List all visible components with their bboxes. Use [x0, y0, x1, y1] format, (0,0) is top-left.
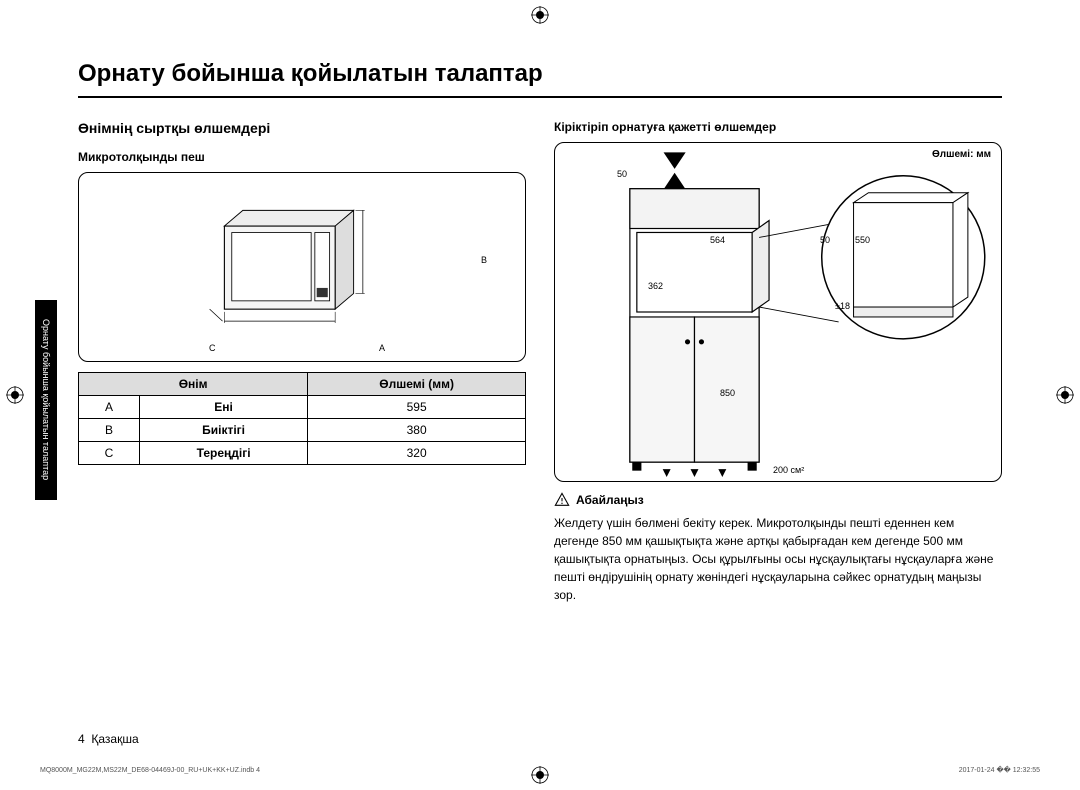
dim-362: 362: [648, 281, 663, 291]
cell-key: B: [79, 419, 140, 442]
cell-label: Биіктігі: [139, 419, 307, 442]
dim-label-C: C: [209, 343, 216, 353]
right-column: Кіріктіріп орнатуға қажетті өлшемдер Өлш…: [554, 120, 1002, 604]
subheading-builtin: Кіріктіріп орнатуға қажетті өлшемдер: [554, 120, 1002, 134]
subheading-microwave: Микротолқынды пеш: [78, 150, 526, 164]
dim-50-niche: 50: [820, 235, 830, 245]
cell-value: 595: [308, 396, 526, 419]
unit-label: Өлшемі: мм: [932, 149, 991, 160]
figure-microwave-dims: B A C: [78, 172, 526, 362]
cell-label: Ені: [139, 396, 307, 419]
registration-mark-bottom: [531, 766, 549, 784]
section-title-dimensions: Өнімнің сыртқы өлшемдері: [78, 120, 526, 136]
cell-label: Тереңдігі: [139, 442, 307, 465]
dim-850: 850: [720, 388, 735, 398]
dim-50-top: 50: [617, 169, 627, 179]
th-product: Өнім: [79, 373, 308, 396]
warning-row: Абайлаңыз: [554, 492, 1002, 508]
cell-value: 380: [308, 419, 526, 442]
dim-550: 550: [855, 235, 870, 245]
table-row: B Биіктігі 380: [79, 419, 526, 442]
warning-label: Абайлаңыз: [576, 493, 644, 507]
warning-icon: [554, 492, 570, 508]
figure-builtin-dims: Өлшемі: мм: [554, 142, 1002, 482]
cell-value: 320: [308, 442, 526, 465]
dim-label-A: A: [379, 343, 385, 353]
footer-left: MQ8000M_MG22M,MS22M_DE68-04469J-00_RU+UK…: [40, 767, 260, 774]
table-row: A Ені 595: [79, 396, 526, 419]
page-number: 4 Қазақша: [78, 732, 139, 746]
dim-564: 564: [710, 235, 725, 245]
registration-mark-right: [1056, 386, 1074, 404]
footer-right: 2017-01-24 �� 12:32:55: [959, 766, 1040, 774]
cell-key: A: [79, 396, 140, 419]
page-title: Орнату бойынша қойылатын талаптар: [78, 60, 1002, 98]
warning-body: Желдету үшін бөлмені бекіту керек. Микро…: [554, 514, 1002, 604]
dim-label-B: B: [481, 255, 487, 265]
dimensions-table: Өнім Өлшемі (мм) A Ені 595 B Биіктігі 38…: [78, 372, 526, 465]
left-column: Өнімнің сыртқы өлшемдері Микротолқынды п…: [78, 120, 526, 604]
registration-mark-left: [6, 386, 24, 404]
table-row: C Тереңдігі 320: [79, 442, 526, 465]
registration-mark-top: [531, 6, 549, 24]
cell-key: C: [79, 442, 140, 465]
dim-18: ±18: [835, 301, 850, 311]
th-size: Өлшемі (мм): [308, 373, 526, 396]
dim-200cm2: 200 см²: [773, 465, 804, 475]
side-tab: Орнату бойынша қойылатын талаптар: [35, 300, 57, 500]
page-content: Орнату бойынша қойылатын талаптар Өнімні…: [78, 60, 1002, 604]
